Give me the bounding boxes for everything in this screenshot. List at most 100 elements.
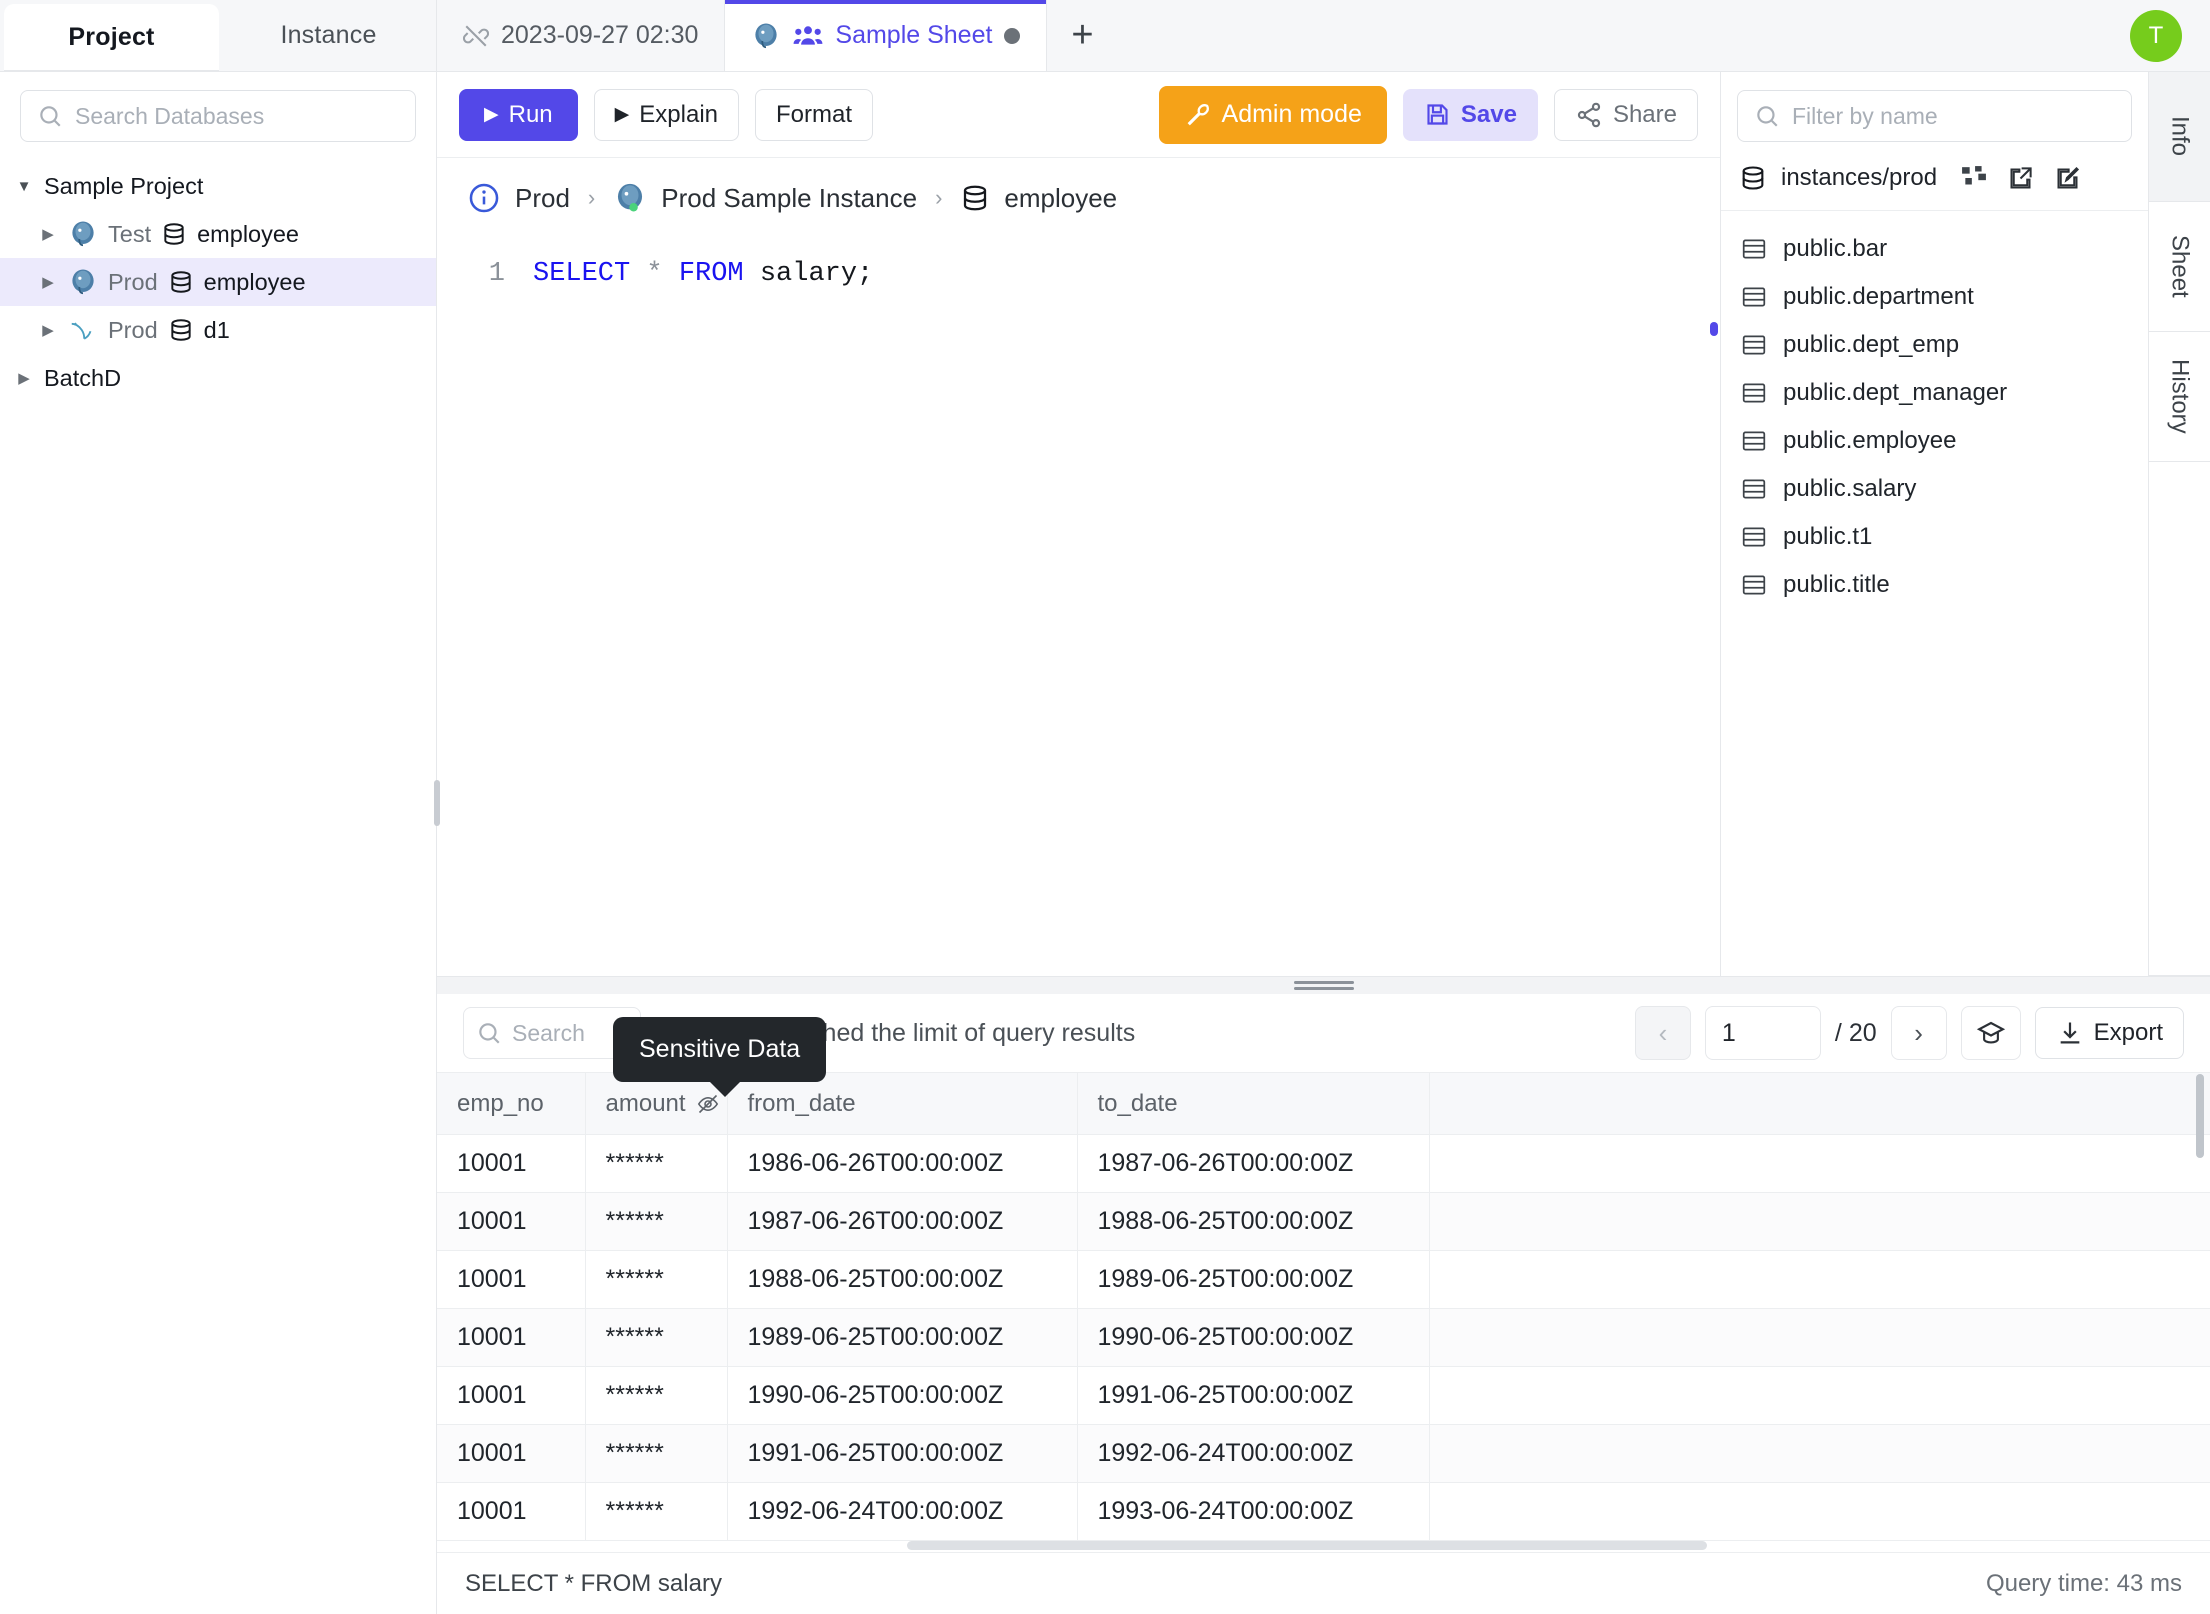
search-databases-input[interactable]: Search Databases [20, 90, 416, 142]
tab-instance[interactable]: Instance [221, 0, 436, 71]
vtab-info[interactable]: Info [2149, 72, 2210, 202]
table-row[interactable]: 10001 ****** 1989-06-25T00:00:00Z 1990-0… [437, 1308, 2210, 1367]
column-header-amount[interactable]: amount [585, 1072, 728, 1135]
column-header-to-date[interactable]: to_date [1077, 1072, 1430, 1135]
sheet-tabbar: 2023-09-27 02:30 Sample Sheet [437, 0, 2210, 72]
cell-amount: ****** [585, 1366, 728, 1425]
tab-project[interactable]: Project [4, 4, 219, 71]
table-row[interactable]: 10001 ****** 1991-06-25T00:00:00Z 1992-0… [437, 1424, 2210, 1483]
table-list-item[interactable]: public.t1 [1721, 513, 2148, 561]
chevron-right-icon[interactable]: ▶ [42, 274, 54, 291]
cell-to-date: 1988-06-25T00:00:00Z [1077, 1192, 1430, 1251]
next-page-button[interactable]: › [1890, 1006, 1947, 1060]
table-list-item[interactable]: public.employee [1721, 417, 2148, 465]
results-grid: emp_no amount [437, 1072, 2210, 1541]
sql-keyword-select: SELECT [533, 259, 631, 289]
page-number-input[interactable]: 1 [1704, 1006, 1821, 1060]
add-sheet-button[interactable]: + [1047, 0, 1117, 71]
format-button[interactable]: Format [755, 88, 874, 141]
tree-item-sample-project[interactable]: ▼ Sample Project [0, 162, 436, 210]
page-number-value: 1 [1721, 1018, 1736, 1047]
table-list-item[interactable]: public.dept_manager [1721, 369, 2148, 417]
edit-icon[interactable] [2054, 165, 2081, 192]
table-list-item-label: public.title [1783, 571, 1890, 598]
sql-editor[interactable]: 1 SELECT * FROM salary; [437, 238, 1720, 976]
admin-mode-label: Admin mode [1221, 100, 1362, 128]
avatar[interactable]: T [2130, 10, 2182, 62]
explain-label: Explain [639, 100, 718, 128]
breadcrumb-instance[interactable]: Prod Sample Instance [661, 182, 918, 213]
table-row[interactable]: 10001 ****** 1987-06-26T00:00:00Z 1988-0… [437, 1192, 2210, 1251]
tree-item-test-employee[interactable]: ▶ Test employee [0, 210, 436, 258]
chevron-right-icon[interactable]: ▶ [42, 322, 54, 339]
breadcrumb-separator: › [587, 185, 596, 210]
table-list-item[interactable]: public.bar [1721, 225, 2148, 273]
tree-item-prod-employee[interactable]: ▶ Prod employee [0, 258, 436, 306]
right-vertical-tabs: Info Sheet History [2148, 72, 2210, 976]
vtab-sheet[interactable]: Sheet [2149, 202, 2210, 332]
editor-scrollbar[interactable] [1710, 322, 1718, 336]
info-icon[interactable] [467, 181, 501, 215]
tree-item-env-label: Prod [108, 316, 158, 343]
schema-panel: Filter by name instances/prod [1721, 72, 2148, 976]
results-splitter[interactable] [437, 976, 2210, 994]
tree-item-batchd[interactable]: ▶ BatchD [0, 354, 436, 402]
table-icon [1741, 236, 1767, 262]
chevron-right-icon: › [1914, 1017, 1923, 1048]
eye-off-icon[interactable] [696, 1092, 720, 1116]
save-label: Save [1460, 100, 1517, 128]
export-button[interactable]: Export [2034, 1007, 2184, 1059]
column-header-empty [1429, 1072, 2210, 1135]
table-row[interactable]: 10001 ****** 1986-06-26T00:00:00Z 1987-0… [437, 1134, 2210, 1193]
grid-vertical-scrollbar[interactable] [2196, 1074, 2204, 1158]
save-button[interactable]: Save [1402, 88, 1538, 141]
plus-icon: + [1071, 14, 1094, 56]
graduation-cap-icon [1976, 1018, 2006, 1048]
table-row[interactable]: 10001 ****** 1990-06-25T00:00:00Z 1991-0… [437, 1366, 2210, 1425]
share-button[interactable]: Share [1553, 88, 1698, 141]
filter-search-wrap: Filter by name [1721, 72, 2148, 154]
masking-button[interactable] [1960, 1006, 2021, 1060]
unlink-icon [463, 23, 489, 49]
table-row[interactable]: 10001 ****** 1988-06-25T00:00:00Z 1989-0… [437, 1250, 2210, 1309]
table-list-item[interactable]: public.salary [1721, 465, 2148, 513]
cell-from-date: 1990-06-25T00:00:00Z [727, 1366, 1078, 1425]
grid-horizontal-scrollbar[interactable] [907, 1541, 1707, 1550]
external-link-icon[interactable] [2007, 165, 2034, 192]
sql-star: * [646, 259, 663, 289]
table-list-item-label: public.bar [1783, 235, 1888, 262]
chevron-down-icon[interactable]: ▼ [16, 177, 32, 195]
cell-emp-no: 10001 [437, 1308, 586, 1367]
status-query-time: Query time: 43 ms [1985, 1569, 2182, 1597]
vtab-history[interactable]: History [2149, 332, 2210, 462]
cell-from-date: 1987-06-26T00:00:00Z [727, 1192, 1078, 1251]
table-row[interactable]: 10001 ****** 1992-06-24T00:00:00Z 1993-0… [437, 1482, 2210, 1541]
filter-by-name-input[interactable]: Filter by name [1737, 90, 2132, 142]
chevron-right-icon[interactable]: ▶ [18, 370, 30, 387]
table-list-item[interactable]: public.title [1721, 561, 2148, 609]
sidebar-tabs: Project Instance [0, 0, 436, 72]
explain-button[interactable]: ▶ Explain [593, 88, 739, 141]
sheet-tab-sample-sheet[interactable]: Sample Sheet [725, 0, 1048, 71]
column-header-emp-no[interactable]: emp_no [437, 1072, 586, 1135]
chevron-right-icon[interactable]: ▶ [42, 226, 54, 243]
cell-to-date: 1992-06-24T00:00:00Z [1077, 1424, 1430, 1483]
run-button[interactable]: ▶ Run [459, 88, 578, 141]
schema-diagram-icon[interactable] [1961, 165, 1987, 191]
column-header-from-date[interactable]: from_date [727, 1072, 1078, 1135]
cell-to-date: 1987-06-26T00:00:00Z [1077, 1134, 1430, 1193]
results-search-placeholder: Search [512, 1019, 585, 1046]
results-search-input[interactable]: Search [463, 1007, 641, 1059]
prev-page-button[interactable]: ‹ [1634, 1006, 1691, 1060]
admin-mode-button[interactable]: Admin mode [1158, 85, 1387, 144]
breadcrumb-database[interactable]: employee [1004, 182, 1118, 213]
sidebar-splitter[interactable] [434, 780, 440, 826]
breadcrumb-environment[interactable]: Prod [515, 182, 570, 213]
search-icon [476, 1020, 502, 1046]
sheet-tab-timestamp[interactable]: 2023-09-27 02:30 [437, 0, 726, 71]
tree-item-prod-d1[interactable]: ▶ Prod d1 [0, 306, 436, 354]
table-icon [1741, 428, 1767, 454]
save-icon [1424, 101, 1451, 128]
table-list-item[interactable]: public.department [1721, 273, 2148, 321]
table-list-item[interactable]: public.dept_emp [1721, 321, 2148, 369]
